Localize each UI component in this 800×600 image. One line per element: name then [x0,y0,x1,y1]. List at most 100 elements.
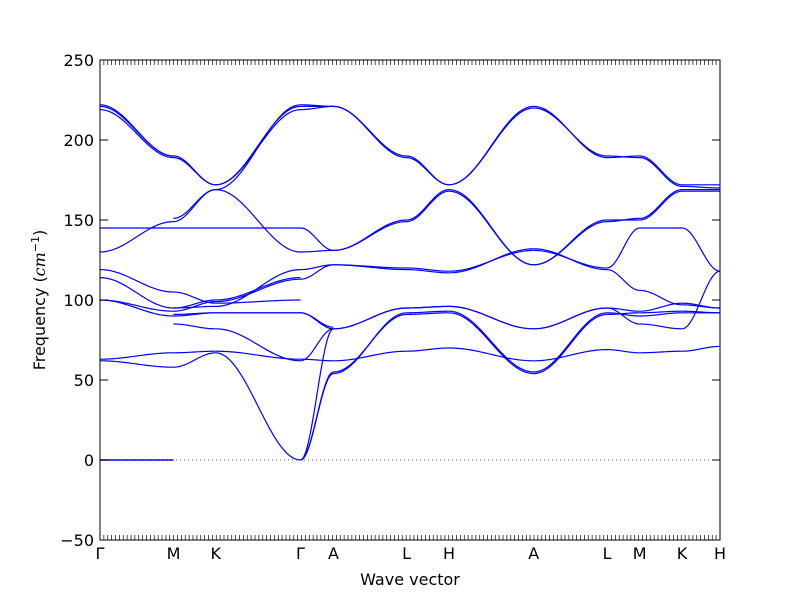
x-tick-label: A [328,544,339,563]
y-axis-label-exponent: −1 [29,236,42,252]
band-branch-seg4-b8 [333,221,407,251]
band-branch-seg6-b1 [448,310,534,373]
band-branch-seg7-b4 [533,307,608,330]
band-branch-seg9-b4 [639,323,683,330]
band-branch-seg3-b6 [300,312,334,330]
band-branch-seg5-b6 [406,269,450,274]
band-branch-seg5-b3 [406,347,450,352]
band-branch-seg2-b8 [215,299,301,304]
x-tick-label: M [167,544,181,563]
y-axis-label-close: ) [30,230,49,236]
band-branch-seg0-b7 [99,277,174,309]
band-branch-seg8-b0 [607,312,640,315]
band-branch-seg3-b5 [300,312,334,328]
band-branch-seg8-b5 [606,227,640,269]
band-branch-seg8-b2 [607,307,640,312]
band-branch-seg0-b4 [99,360,174,368]
band-branch-seg3-b7 [300,264,334,280]
band-branch-seg4-b10 [333,105,407,157]
y-tick-label: 0 [84,451,94,470]
band-branch-seg6-b6 [448,248,534,274]
band-branch-seg0-b11 [99,109,174,159]
x-tick-label: L [603,544,612,563]
band-lines [99,104,721,461]
band-branch-seg9-b6 [639,289,683,306]
band-branch-seg2-b13 [215,104,301,191]
band-branch-seg8-b10 [607,155,640,159]
band-branch-seg3-b8 [300,264,334,271]
x-tick-label: K [210,544,221,563]
band-branch-seg10-b10 [682,185,721,189]
x-tick-label: M [633,544,647,563]
x-tick-label: A [528,544,539,563]
band-branch-seg4-b6 [333,264,407,271]
x-tick-label: Γ [96,544,105,563]
band-branch-seg6-b3 [448,347,534,362]
y-axis-label-unit: cm [30,252,49,276]
band-branch-seg1-b7 [173,305,216,309]
y-tick-label: 50 [74,371,94,390]
plot-frame [99,59,721,541]
band-branch-seg2-b5 [215,278,301,303]
band-branch-seg7-b1 [533,312,608,373]
y-axis-label: Frequency (cm−1) [29,230,50,371]
band-branch-seg5-b10 [406,155,450,186]
band-branch-seg3-b4 [300,328,334,362]
band-branch-seg3-b13 [300,104,334,107]
band-branch-seg3-b10 [300,227,334,251]
band-branch-seg1-b8 [173,291,216,304]
band-branch-seg5-b7 [406,189,450,221]
band-branch-seg7-b0 [533,313,608,375]
band-branch-seg0-b13 [99,104,174,157]
band-branch-seg2-b2 [215,328,301,362]
band-branch-seg1-b13 [173,189,216,219]
band-branch-seg4-b1 [333,312,407,375]
band-branch-seg5-b4 [406,305,450,309]
y-axis-label-text: Frequency ( [30,276,49,370]
axis-ticks: −50 0 50 100 150 200 250 Γ M K Γ A L H A L M K H [60,51,726,563]
band-branch-seg7-b8 [533,219,608,266]
band-branch-seg9-b1 [639,312,683,317]
band-branch-seg4-b7 [333,219,407,251]
y-tick-label: 100 [63,291,94,310]
band-branch-seg1-b2 [173,323,216,330]
x-tick-label: K [677,544,688,563]
band-branch-seg10-b5 [681,227,721,272]
band-branch-seg3-b2 [300,328,334,461]
y-tick-label: 200 [63,131,94,150]
band-branch-seg4-b3 [333,350,407,362]
band-branch-seg7-b6 [533,248,608,271]
band-branch-seg0-b6 [99,299,174,312]
x-tick-label: H [714,544,726,563]
band-branch-seg4-b4 [333,307,407,330]
x-axis-label: Wave vector [360,570,460,589]
band-branch-seg3-b9 [300,249,334,253]
band-branch-seg2-b9 [215,189,301,253]
band-branch-seg2-b12 [215,105,301,186]
band-branch-seg7-b10 [533,107,608,157]
band-branch-seg1-b4 [173,352,216,368]
band-branch-seg9-b9 [639,155,683,186]
band-branch-seg2-b7 [215,269,301,307]
band-branch-seg5-b5 [406,267,450,272]
band-branch-seg1-b12 [173,155,216,186]
band-branch-seg10-b6 [682,304,721,309]
x-tick-label: L [402,544,411,563]
band-branch-seg6-b8 [448,190,534,266]
band-branch-seg8-b3 [607,349,640,354]
band-branch-seg3-b1 [300,373,334,461]
band-branch-seg5-b1 [406,310,450,314]
x-tick-label: H [443,544,455,563]
band-branch-seg7-b3 [533,349,608,362]
band-branch-seg8-b1 [607,312,640,317]
band-branch-seg0-b5 [99,299,174,317]
band-branch-seg5-b0 [406,312,450,315]
band-branch-seg2-b3 [215,350,301,360]
band-branch-seg10-b3 [682,345,721,352]
x-tick-label: Γ [296,544,305,563]
band-branch-seg0-b9 [99,221,174,253]
band-branch-seg10-b4 [681,270,721,330]
band-branch-seg9-b10 [639,157,683,187]
band-branch-seg9-b7 [639,189,683,219]
y-tick-label: 150 [63,211,94,230]
